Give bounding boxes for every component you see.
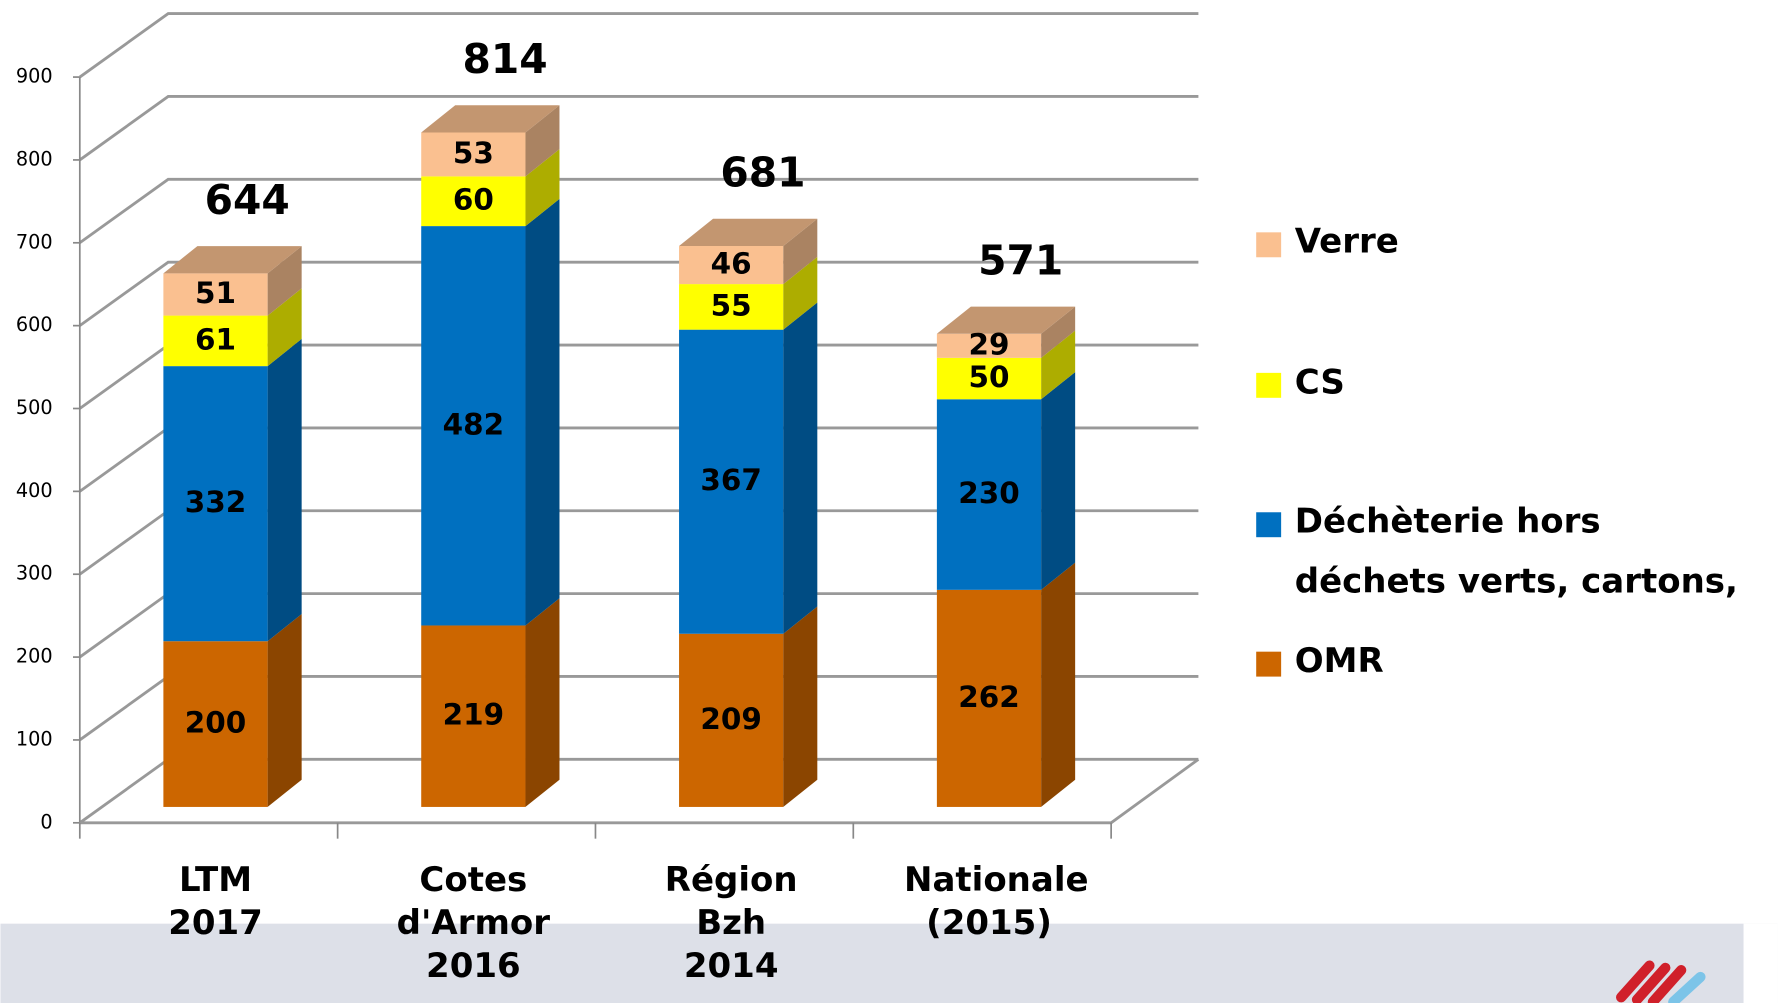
x-tick-label-box: Cotes d'Armor 2016 (396, 860, 551, 986)
value-label: 60 (453, 183, 494, 217)
bar-side (783, 302, 818, 634)
bar-segment (936, 589, 1042, 807)
legend-label: CS (1294, 362, 1345, 403)
bar-segment (421, 226, 526, 626)
bar-side (267, 288, 302, 367)
y-tick-label: 400 (16, 479, 53, 502)
bar-side (525, 105, 560, 177)
grid-line (78, 95, 1199, 162)
bar-segment (163, 315, 268, 367)
bar-side (267, 246, 302, 316)
value-label: 200 (185, 706, 246, 740)
bar-top (421, 105, 560, 133)
legend-label: Déchèterie hors déchets verts, cartons, … (1294, 502, 1738, 624)
y-tick-label: 500 (16, 396, 53, 419)
value-label: 209 (700, 702, 761, 736)
bar-side (1041, 306, 1076, 358)
x-tick-label: Cotes d'Armor 2016 (396, 860, 551, 986)
y-tick-label: 100 (16, 727, 53, 750)
bar-top (163, 246, 302, 274)
bar-side (525, 198, 560, 626)
value-label: 29 (969, 327, 1010, 361)
bar-segment (679, 633, 784, 807)
grid-line (78, 12, 1199, 79)
bar-side (1041, 562, 1076, 807)
legend-label-box: CS (1294, 362, 1345, 403)
legend-label-box: Verre (1294, 222, 1399, 262)
y-tick-label: 0 (40, 810, 52, 833)
y-tick-label: 700 (16, 230, 53, 253)
x-tick-label: Nationale (2015) (904, 860, 1089, 943)
total-label: 814 (462, 35, 547, 83)
bar-side (267, 338, 302, 642)
legend-swatch (1256, 512, 1282, 538)
bar-side (1041, 330, 1076, 400)
value-label: 219 (443, 698, 504, 732)
value-label: 230 (958, 476, 1019, 510)
grid-line (78, 177, 1199, 244)
x-tick-label: Région Bzh 2014 (664, 860, 798, 986)
bar-segment (936, 399, 1042, 590)
bar-segment (679, 245, 784, 285)
logo (1616, 960, 1706, 1007)
grid-line (78, 260, 1199, 327)
bar-side (783, 218, 818, 285)
value-label: 332 (185, 485, 246, 519)
x-tick-label: LTM 2017 (168, 860, 263, 943)
bar-segment (421, 176, 526, 227)
bar-side (525, 598, 560, 807)
x-tick-label-box: Région Bzh 2014 (664, 860, 798, 986)
bar-segment (421, 132, 526, 177)
x-tick-label-box: LTM 2017 (168, 860, 263, 943)
y-tick-label: 600 (16, 313, 53, 336)
y-tick-label: 900 (16, 65, 53, 88)
bar-segment (679, 284, 784, 330)
legend-label: OMR (1294, 641, 1384, 682)
bar-segment (163, 366, 268, 642)
bar-top (679, 218, 818, 246)
total-label: 571 (978, 237, 1063, 285)
y-tick-label: 200 (16, 645, 53, 668)
legend-label-box: Déchèterie hors déchets verts, cartons, … (1294, 502, 1738, 624)
legend-swatch (1256, 372, 1282, 398)
value-label: 46 (711, 247, 752, 281)
legend-swatch (1256, 232, 1282, 258)
footer-band (0, 923, 1778, 1003)
value-label: 61 (195, 322, 236, 356)
total-label: 681 (720, 149, 805, 197)
value-label: 482 (443, 407, 504, 441)
legend-label-box: OMR (1294, 641, 1384, 682)
bar-side (525, 149, 560, 227)
value-label: 50 (969, 360, 1010, 394)
bar-top (936, 306, 1076, 334)
legend-label: Verre (1294, 222, 1399, 262)
bar-segment (679, 329, 784, 634)
total-label: 644 (205, 176, 290, 224)
value-label: 53 (453, 136, 494, 170)
bar-segment (163, 641, 268, 807)
value-label: 51 (195, 276, 236, 310)
bar-segment (936, 357, 1042, 400)
bar-side (783, 606, 818, 807)
value-label: 262 (958, 680, 1019, 714)
bar-side (1041, 372, 1076, 590)
bar-segment (163, 273, 268, 316)
bar-side (783, 256, 818, 330)
bar-segment (936, 333, 1042, 358)
x-tick-label-box: Nationale (2015) (904, 860, 1089, 943)
legend-swatch (1256, 651, 1282, 677)
value-label: 55 (711, 288, 752, 322)
bar-segment (421, 625, 526, 807)
footer-gap (1743, 923, 1778, 1003)
bar-side (267, 614, 302, 807)
value-label: 367 (700, 463, 761, 497)
y-tick-label: 800 (16, 147, 53, 170)
y-tick-label: 300 (16, 562, 53, 585)
